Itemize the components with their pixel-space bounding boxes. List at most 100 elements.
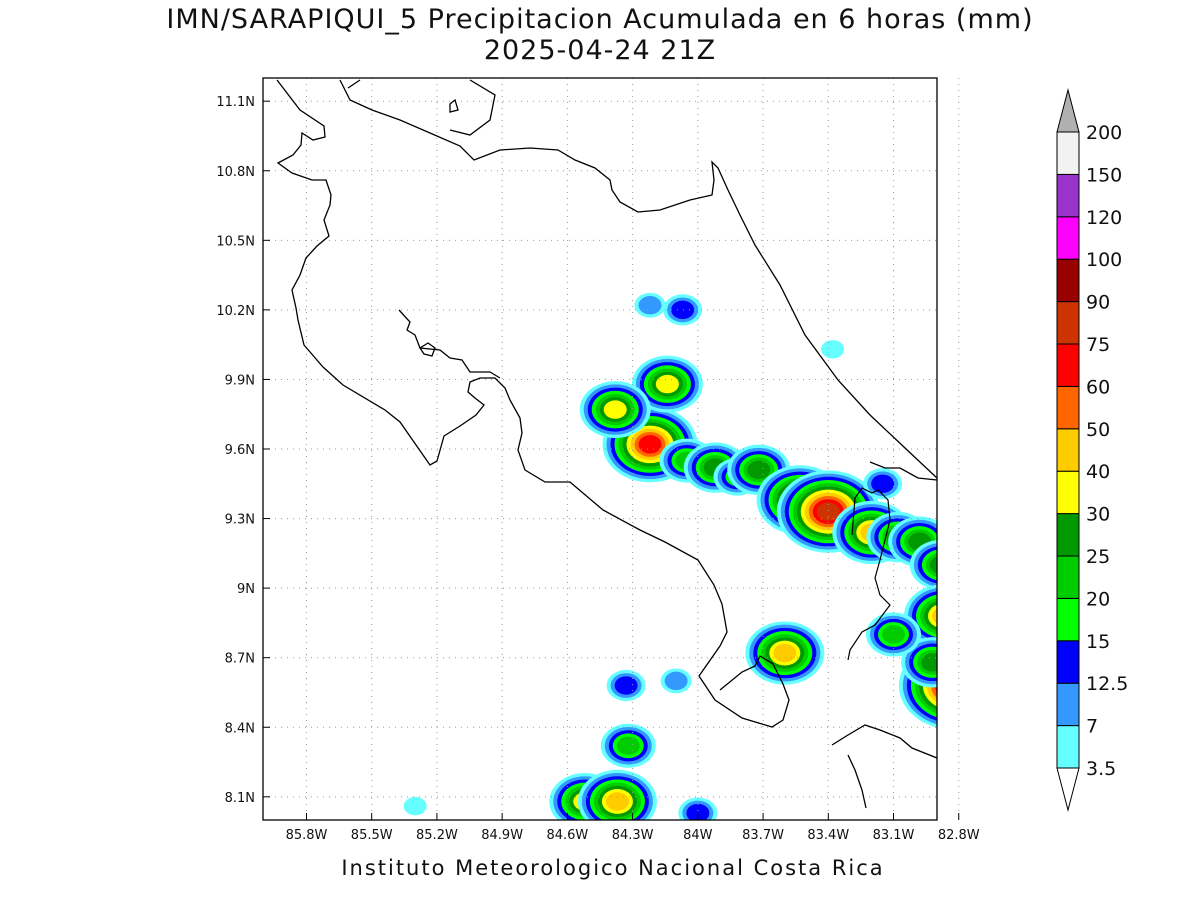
lat-tick-label: 10.2N	[216, 304, 255, 319]
precip-contour	[603, 400, 627, 419]
coastline-north	[276, 79, 790, 728]
lon-tick-label: 83.7W	[742, 828, 784, 843]
coastline-gulf	[398, 309, 501, 379]
legend-label: 120	[1086, 207, 1122, 229]
precip-contour	[921, 653, 937, 672]
island-small	[449, 98, 459, 113]
legend-label: 15	[1086, 631, 1110, 653]
precip-contour	[958, 521, 981, 539]
lon-tick-label: 85.8W	[286, 828, 328, 843]
legend-label: 75	[1086, 334, 1110, 356]
lat-tick-label: 10.5N	[216, 234, 255, 249]
legend-label: 40	[1086, 461, 1110, 483]
legend-color-band	[1056, 173, 1080, 218]
precip-contour	[614, 676, 638, 695]
legend-color-band	[1056, 725, 1080, 769]
lon-tick-label: 84W	[683, 828, 713, 843]
legend-overflow-triangle	[1056, 88, 1080, 133]
legend-color-band	[1056, 385, 1080, 430]
grid-lines	[263, 78, 960, 820]
coastline-layer	[276, 79, 937, 809]
legend-label: 3.5	[1086, 758, 1116, 780]
legend-label: 25	[1086, 546, 1110, 568]
map-title: IMN/SARAPIQUI_5 Precipitacion Acumulada …	[166, 4, 1034, 35]
precip-contour	[932, 608, 937, 624]
border-panama	[847, 487, 891, 661]
precip-contour	[943, 676, 966, 694]
precip-contour	[954, 518, 985, 543]
precip-contour	[638, 296, 662, 315]
legend-color-band	[1056, 216, 1080, 260]
precip-contour	[773, 643, 797, 663]
legend-label: 60	[1086, 376, 1110, 398]
lon-tick-label: 85.2W	[416, 828, 458, 843]
lon-tick-label: 82.8W	[938, 828, 980, 843]
lat-tick-label: 8.7N	[225, 652, 255, 667]
legend-label: 30	[1086, 504, 1110, 526]
precip-contour	[816, 502, 840, 521]
legend-color-band	[1056, 301, 1080, 345]
precip-contour	[616, 736, 640, 755]
footer-credit: Instituto Meteorologico Nacional Costa R…	[341, 856, 885, 880]
lat-tick-label: 8.1N	[225, 791, 255, 806]
legend-color-band	[1056, 597, 1080, 642]
legend-label: 50	[1086, 419, 1110, 441]
precip-contour	[664, 671, 688, 691]
legend-color-band	[1056, 555, 1080, 599]
precip-contour	[939, 673, 970, 698]
coastline-lake-inner	[347, 79, 496, 136]
precip-contour	[638, 435, 662, 454]
precip-contour	[942, 508, 997, 552]
legend-color-band	[1056, 682, 1080, 727]
legend-color-band	[1056, 513, 1080, 557]
precip-contour	[938, 505, 1001, 555]
lat-tick-label: 8.4N	[225, 721, 255, 736]
precip-contour	[882, 625, 906, 644]
lon-tick-label: 83.4W	[807, 828, 849, 843]
island-chira	[419, 342, 436, 357]
legend-underflow-triangle	[1056, 767, 1080, 812]
lat-tick-label: 9.3N	[225, 513, 255, 528]
precip-contour	[934, 678, 937, 693]
legend-color-band	[1056, 640, 1080, 684]
lon-tick-label: 85.5W	[351, 828, 393, 843]
colorbar-legend: 3.5 7 12.5 15 20 25 30 40 50 60 75 90 100 120 150 200	[1056, 88, 1128, 812]
precip-contour	[655, 374, 679, 394]
legend-color-band	[1056, 470, 1080, 515]
lat-tick-label: 10.8N	[216, 165, 255, 180]
legend-label: 90	[1086, 292, 1110, 314]
precip-contour	[747, 460, 771, 480]
precipitation-layer	[403, 292, 1001, 820]
legend-label: 150	[1086, 164, 1122, 186]
axis-ticks: 11.1N 10.8N 10.5N 10.2N 9.9N 9.6N 9.3N 9N 8.7N 8.…	[216, 95, 979, 843]
lon-tick-label: 83.1W	[873, 828, 915, 843]
legend-color-band	[1056, 258, 1080, 303]
precip-contour	[946, 511, 993, 549]
lon-tick-label: 84.6W	[546, 828, 588, 843]
coastline-southeast	[831, 461, 937, 809]
legend-label: 200	[1086, 122, 1122, 144]
legend-color-band	[1056, 428, 1080, 472]
precip-contour	[403, 796, 427, 816]
legend-color-band	[1056, 343, 1080, 387]
legend-label: 20	[1086, 588, 1110, 610]
precip-contour	[929, 556, 937, 574]
precip-contour	[821, 340, 845, 359]
legend-label: 7	[1086, 716, 1098, 738]
precip-contour	[950, 515, 989, 546]
lat-tick-label: 11.1N	[216, 95, 255, 110]
precip-contour	[686, 803, 710, 820]
map-subtitle-datetime: 2025-04-24 21Z	[483, 35, 717, 66]
lat-tick-label: 9.6N	[225, 443, 255, 458]
legend-label: 100	[1086, 249, 1122, 271]
lon-tick-label: 84.9W	[481, 828, 523, 843]
coastline-caribbean	[339, 79, 937, 479]
lat-tick-label: 9N	[237, 582, 255, 597]
precip-contour	[605, 792, 629, 811]
legend-label: 12.5	[1086, 673, 1128, 695]
legend-color-band	[1056, 131, 1080, 175]
precip-contour	[671, 300, 695, 320]
lon-tick-label: 84.3W	[612, 828, 654, 843]
lat-tick-label: 9.9N	[225, 373, 255, 388]
